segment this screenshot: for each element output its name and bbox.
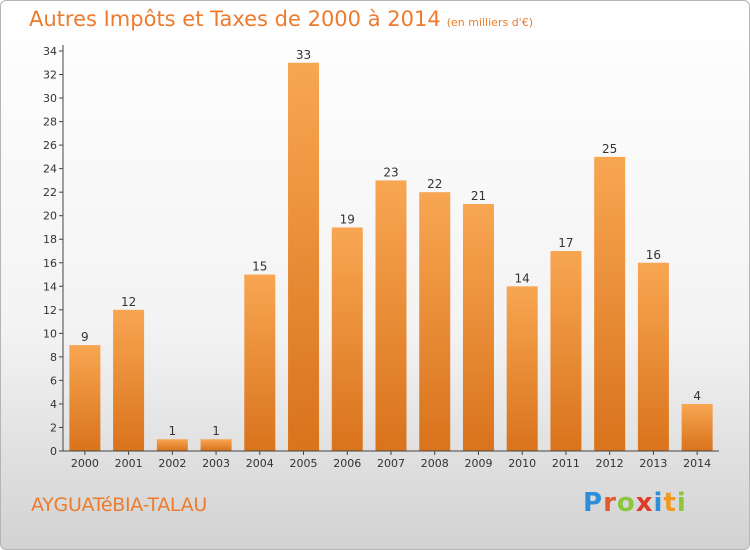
bar [637,262,669,451]
data-label: 25 [602,142,617,156]
bar [419,192,451,452]
bar [69,345,101,451]
logo-letter: i [653,488,664,518]
y-tick-label: 26 [43,139,57,152]
x-tick-label: 2008 [421,457,449,470]
logo-letter: t [663,488,677,518]
logo-letter: x [635,488,654,518]
x-tick-label: 2012 [596,457,624,470]
y-tick-label: 18 [43,233,57,246]
data-label: 4 [693,389,701,403]
y-tick-label: 30 [43,92,57,105]
y-tick-label: 4 [50,398,57,411]
data-label: 14 [515,271,530,285]
logo-letter: P [583,488,604,518]
bar [506,286,538,451]
proxiti-logo: Proxiti [583,488,687,518]
x-tick-label: 2011 [552,457,580,470]
x-tick-label: 2003 [202,457,230,470]
data-label: 21 [471,189,486,203]
bars: 9 12 1 1 15 33 19 23 22 21 14 17 25 16 4 [69,48,713,452]
commune-name: AYGUATéBIA-TALAU [31,494,207,516]
data-label: 9 [81,330,89,344]
y-tick-label: 20 [43,210,57,223]
x-tick-label: 2001 [115,457,143,470]
y-tick-label: 6 [50,374,57,387]
data-label: 15 [252,260,267,274]
bar [244,274,276,451]
title-text: Autres Impôts et Taxes de 2000 à 2014 [29,7,441,31]
data-label: 19 [340,212,355,226]
bar [113,309,145,451]
bar [200,439,232,451]
bar [375,180,407,452]
x-tick-label: 2009 [464,457,492,470]
chart-title: Autres Impôts et Taxes de 2000 à 2014 (en… [29,7,533,31]
bar [550,251,582,451]
bar [288,62,320,451]
logo-letter: i [676,488,687,518]
bar [156,439,188,451]
x-tick-label: 2010 [508,457,536,470]
x-tick-label: 2006 [333,457,361,470]
data-label: 33 [296,48,311,62]
unit-label: (en milliers d'€) [446,16,533,29]
y-tick-label: 8 [50,351,57,364]
x-tick-label: 2013 [639,457,667,470]
y-tick-label: 14 [43,280,57,293]
y-tick-label: 34 [43,45,57,58]
y-tick-label: 16 [43,257,57,270]
y-tick-label: 22 [43,186,57,199]
x-tick-label: 2004 [246,457,274,470]
data-label: 1 [212,424,220,438]
data-label: 16 [646,248,661,262]
data-label: 1 [169,424,177,438]
data-label: 12 [121,295,136,309]
y-tick-label: 0 [50,445,57,458]
data-label: 23 [383,165,398,179]
y-tick-label: 10 [43,327,57,340]
bar [462,203,494,451]
y-tick-label: 28 [43,116,57,129]
y-tick-label: 12 [43,304,57,317]
y-tick-label: 32 [43,69,57,82]
x-tick-label: 2005 [290,457,318,470]
data-label: 17 [558,236,573,250]
x-axis: 2000 2001 2002 2003 2004 2005 2006 2007 2008 2009… [63,450,719,470]
bar [331,227,363,451]
x-tick-label: 2014 [683,457,711,470]
x-tick-label: 2000 [71,457,99,470]
y-tick-label: 2 [50,421,57,434]
bar [681,403,713,451]
logo-letter: r [603,488,617,518]
x-tick-label: 2002 [158,457,186,470]
bar [594,156,626,451]
x-tick-label: 2007 [377,457,405,470]
y-tick-label: 24 [43,163,57,176]
logo-letter: o [616,488,636,518]
data-label: 22 [427,177,442,191]
